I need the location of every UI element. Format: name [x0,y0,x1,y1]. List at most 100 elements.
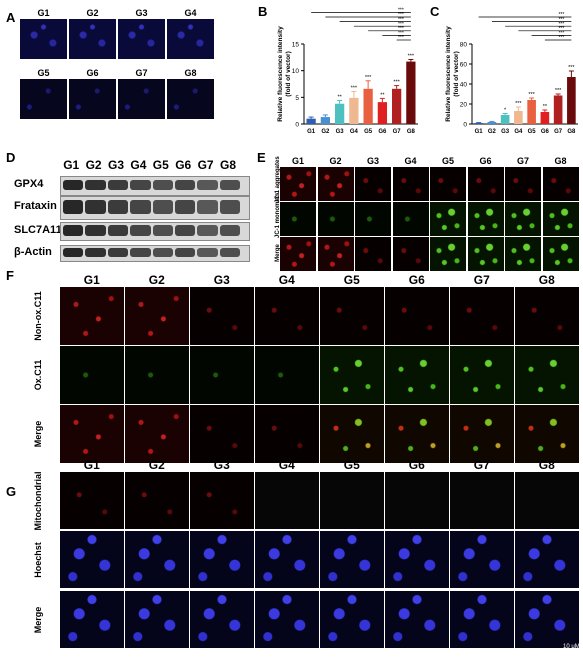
panel-f-image-tile [60,346,124,404]
panel-f-image-tile [125,346,189,404]
panel-e-image-tile [392,202,429,236]
panel-d-band [152,200,173,214]
bracket-mark: *** [398,21,404,27]
panel-g-image-tile [60,591,124,648]
bracket-mark: *** [558,12,564,18]
panel-g-image-tile [255,472,319,529]
panel-g-image-tile [385,472,449,529]
panel-f-group-label: G5 [343,273,360,287]
x-tick-label: G2 [321,129,330,135]
panel-g-image-tile [60,531,124,588]
panel-a-image-tile [167,19,214,59]
bar [474,123,483,124]
x-tick-label: G2 [488,129,497,135]
y-axis-label: Relative fluorescence intensity(fold of … [445,26,460,122]
panel-e-image-tile [280,237,316,271]
panel-a-group-label: G8 [184,68,197,78]
panel-d-band [219,248,241,257]
panel-g-image-tile [125,591,189,648]
panel-f-image-tile [320,405,384,463]
y-tick-label: 60 [460,62,468,69]
panel-f-image-tile [450,405,514,463]
bar [391,88,402,124]
panel-d-protein-label: β-Actin [14,245,52,258]
panel-a-image-tile [167,79,214,119]
panel-f-group-label: G7 [473,273,490,287]
panel-g-scale-label: 10 μM [563,644,580,650]
significance-mark: *** [555,88,562,94]
panel-f-group-label: G1 [83,273,100,287]
y-tick-label: 80 [460,42,468,49]
x-tick-label: G4 [514,129,523,135]
panel-e-image-tile [317,167,354,201]
panel-d-band [197,179,218,191]
panel-e-image-tile [392,237,429,271]
panel-a-group-label: G5 [37,68,50,78]
panel-g-image-tile [190,591,254,648]
panel-g-image-tile [515,591,579,648]
panel-f-image-tile [60,287,124,345]
bracket-mark: *** [398,8,404,14]
bar [377,102,388,124]
x-tick-label: G7 [554,129,563,135]
significance-mark: *** [408,53,415,59]
panel-e-image-tile [430,237,466,271]
bracket-mark: *** [398,12,404,18]
panel-g-group-label: G3 [213,458,230,472]
bracket-mark: *** [558,31,564,37]
panel-e-image-tile [505,202,541,236]
panel-f-label: F [6,268,14,283]
panel-f-row-label: Merge [33,420,43,448]
panel-d-band [63,248,84,257]
x-tick-label: G6 [541,129,550,135]
panel-f-image-tile [255,405,319,463]
panel-g-image-tile [385,531,449,588]
panel-f-image-tile [385,405,449,463]
bar [540,112,550,124]
panel-a-label: A [6,10,16,25]
x-tick-label: G8 [407,129,416,135]
panel-g-group-label: G8 [538,458,555,472]
panel-g-group-label: G4 [278,458,295,472]
panel-g-image-tile [320,531,384,588]
panel-f-row-label: Non-ox.C11 [33,291,43,341]
panel-f-image-tile [385,346,449,404]
panel-d-lane-label: G7 [197,158,214,172]
panel-f-image-tile [60,405,124,463]
panel-g-image-tile [190,531,254,588]
bracket-mark: *** [398,26,404,32]
bracket-mark: *** [398,35,404,41]
panel-d-band [197,248,218,257]
panel-g-image-tile [125,472,189,529]
bar [320,117,331,124]
panel-g-group-label: G1 [83,458,100,472]
panel-e-image-tile [467,167,504,201]
panel-d-band [107,179,129,191]
x-tick-label: G3 [336,129,345,135]
panel-a-group-label: G1 [37,8,50,18]
panel-a-scale-label: 20 μM [254,118,271,124]
bar [567,77,576,124]
bar [334,103,345,124]
panel-e-group-label: G5 [441,156,454,166]
panel-d-band [130,179,151,191]
panel-f-group-label: G2 [148,273,165,287]
panel-f-group-label: G4 [278,273,295,287]
panel-f-group-label: G8 [538,273,555,287]
panel-a-image-tile [20,19,67,59]
x-tick-label: G6 [378,129,387,135]
panel-e-image-tile [505,167,541,201]
panel-d-band [197,200,218,214]
panel-d-band [152,179,173,191]
panel-e-group-label: G4 [404,156,417,166]
panel-b-label: B [258,4,268,19]
bar [500,115,510,124]
panel-d-band [63,200,84,214]
panel-d-band [130,248,151,257]
panel-d-lane-label: G2 [85,158,102,172]
x-tick-label: G1 [475,129,484,135]
panel-a-group-label: G6 [86,68,99,78]
panel-f-image-tile [515,405,579,463]
panel-f-image-tile [385,287,449,345]
bracket-mark: *** [558,21,564,27]
